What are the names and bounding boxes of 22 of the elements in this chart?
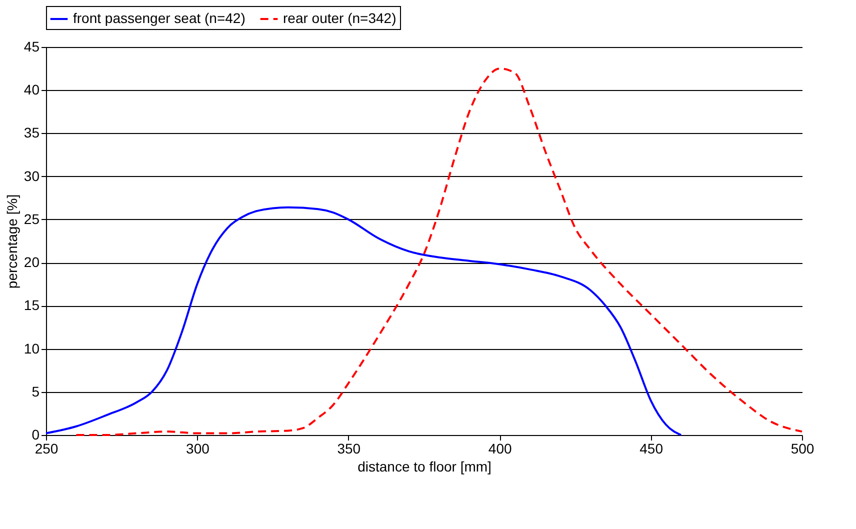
x-tick-label: 350 [337, 440, 361, 456]
x-tick-label: 500 [790, 440, 814, 456]
y-tick-label: 0 [32, 426, 40, 442]
legend-label: front passenger seat (n=42) [73, 10, 246, 26]
line-series [75, 68, 803, 436]
x-tick-label: 250 [34, 440, 58, 456]
y-tick-label: 30 [24, 168, 40, 184]
x-tick-label: 400 [488, 440, 512, 456]
x-tick-label: 450 [640, 440, 664, 456]
y-tick-label: 25 [24, 210, 40, 227]
y-axis-title: percentage [%] [4, 194, 20, 289]
line-series [45, 206, 682, 436]
y-tick-label: 20 [24, 254, 40, 270]
x-axis-title: distance to floor [mm] [358, 458, 492, 474]
legend-label: rear outer (n=342) [283, 10, 396, 26]
x-tick-label: 300 [186, 440, 210, 456]
y-tick-label: 40 [24, 82, 40, 98]
y-tick-label: 35 [24, 124, 40, 141]
y-tick-label: 45 [24, 38, 40, 54]
y-tick-label: 5 [32, 383, 40, 400]
y-tick-label: 15 [24, 297, 40, 314]
y-tick-label: 10 [24, 340, 40, 356]
